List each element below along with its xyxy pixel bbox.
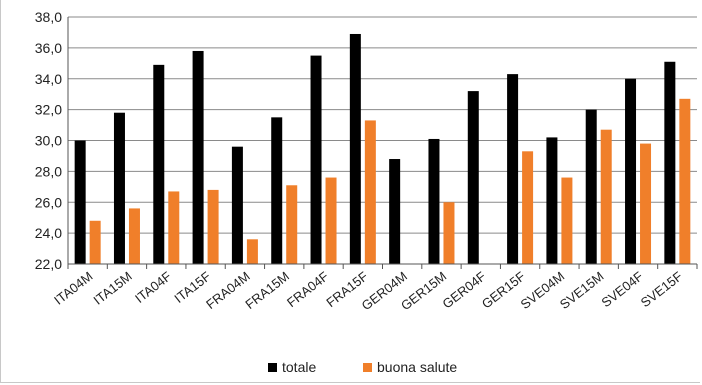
y-tick-label: 22,0: [35, 256, 62, 272]
bar-totale: [467, 91, 479, 264]
bar-totale: [231, 146, 243, 264]
bar-totale: [113, 112, 125, 265]
bar-totale: [507, 74, 519, 265]
x-tick-label: ITA15M: [90, 269, 134, 308]
bar-buona-salute: [89, 220, 101, 264]
y-tick-label: 34,0: [35, 71, 62, 87]
x-tick-label: FRA04M: [203, 269, 253, 312]
x-axis-ticks: ITA04MITA15MITA04FITA15FFRA04MFRA15MFRA0…: [51, 269, 685, 314]
bar-buona-salute: [168, 191, 180, 264]
y-tick-label: 32,0: [35, 102, 62, 118]
bar-buona-salute: [128, 208, 140, 264]
bar-buona-salute: [364, 120, 376, 265]
bar-totale: [192, 50, 204, 265]
bar-totale: [310, 55, 322, 264]
bar-totale: [585, 109, 597, 264]
legend-swatch: [268, 363, 277, 372]
bar-buona-salute: [600, 129, 612, 264]
bar-buona-salute: [286, 185, 298, 264]
bar-buona-salute: [679, 98, 691, 264]
bar-buona-salute: [640, 143, 652, 264]
bar-totale: [625, 78, 637, 264]
x-tick-label: SVE15M: [557, 269, 607, 312]
bar-totale: [74, 140, 86, 264]
x-tick-label: FRA04F: [284, 269, 331, 311]
y-tick-label: 38,0: [35, 9, 62, 25]
bar-buona-salute: [561, 177, 573, 264]
legend-swatch: [363, 363, 372, 372]
bar-buona-salute: [522, 151, 534, 264]
bars: [74, 33, 691, 265]
bar-totale: [664, 61, 676, 264]
bar-totale: [546, 137, 558, 264]
y-axis-ticks: 22,0 24,0 26,0 28,0 30,0 32,0 34,0 36,0 38,0: [35, 9, 62, 272]
legend-label: totale: [282, 359, 316, 375]
bar-totale: [349, 33, 361, 265]
y-tick-label: 30,0: [35, 133, 62, 149]
bar-buona-salute: [443, 202, 455, 264]
bar-buona-salute: [325, 177, 337, 264]
y-tick-label: 24,0: [35, 225, 62, 241]
bar-buona-salute: [246, 239, 258, 264]
axes: [67, 17, 698, 269]
y-tick-label: 36,0: [35, 40, 62, 56]
x-tick-label: FRA15M: [242, 269, 292, 312]
x-tick-label: SVE04F: [598, 269, 645, 311]
bar-totale: [428, 138, 440, 264]
bar-buona-salute: [207, 189, 219, 264]
legend: totale buona salute: [268, 359, 457, 375]
y-tick-label: 28,0: [35, 163, 62, 179]
legend-label: buona salute: [377, 359, 457, 375]
bar-totale: [389, 159, 401, 264]
x-tick-label: GER04F: [440, 269, 489, 312]
x-tick-label: ITA04F: [132, 269, 174, 307]
y-tick-label: 26,0: [35, 194, 62, 210]
x-tick-label: ITA04M: [51, 269, 95, 308]
bar-totale: [271, 117, 283, 264]
bar-totale: [153, 64, 165, 264]
x-tick-label: SVE15F: [638, 269, 685, 311]
